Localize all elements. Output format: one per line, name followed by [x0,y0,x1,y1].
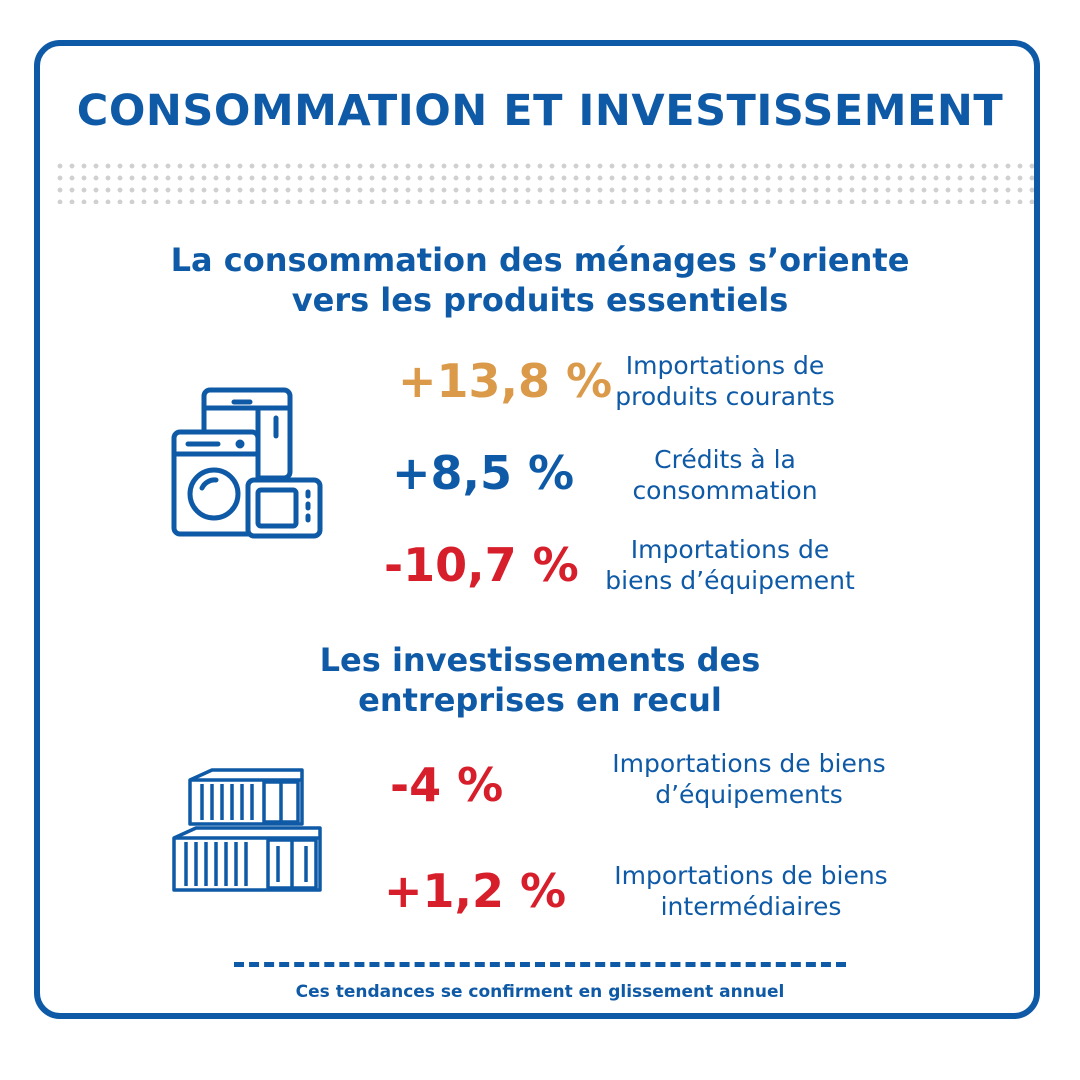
section1-heading-line1: La consommation des ménages s’oriente [170,241,910,279]
infographic-card [34,40,1040,1019]
dashed-divider [234,962,846,967]
stat-label-line: intermédiaires [660,892,842,921]
stat-label-line: Importations de biens [612,749,886,778]
home-appliances-icon [171,387,323,539]
footer-note: Ces tendances se confirment en glissemen… [295,982,785,1002]
stat-label-produits-courants: Importations de produits courants [600,350,850,412]
shipping-containers-icon [172,768,322,892]
stat-label-biens-equipement: Importations de biens d’équipement [590,534,870,596]
section2-heading-line1: Les investissements des [319,641,761,679]
stat-value-biens-equipement: -10,7 % [384,538,579,592]
stat-label-biens-equipements: Importations de biens d’équipements [594,748,904,810]
stat-label-line: produits courants [615,382,835,411]
stat-label-line: d’équipements [655,780,843,809]
section1-heading-line2: vers les produits essentiels [291,281,789,319]
stat-value-biens-equipements: -4 % [390,758,504,812]
stat-label-line: Importations de biens [614,861,888,890]
stat-value-produits-courants: +13,8 % [398,354,613,408]
page-title: CONSOMMATION ET INVESTISSEMENT [76,86,1004,136]
stat-value-credits-consommation: +8,5 % [392,446,575,500]
stat-label-line: Crédits à la [654,445,796,474]
stat-label-line: Importations de [625,351,825,380]
dotted-divider [54,160,1034,204]
section1-heading: La consommation des ménages s’oriente ve… [0,240,1080,320]
stat-label-line: biens d’équipement [605,566,855,595]
section2-heading: Les investissements des entreprises en r… [0,640,1080,720]
stat-label-line: consommation [632,476,818,505]
section2-heading-line2: entreprises en recul [358,681,722,719]
stat-label-biens-intermediaires: Importations de biens intermédiaires [596,860,906,922]
stat-label-credits-consommation: Crédits à la consommation [600,444,850,506]
stat-label-line: Importations de [630,535,830,564]
stat-value-biens-intermediaires: +1,2 % [384,864,567,918]
